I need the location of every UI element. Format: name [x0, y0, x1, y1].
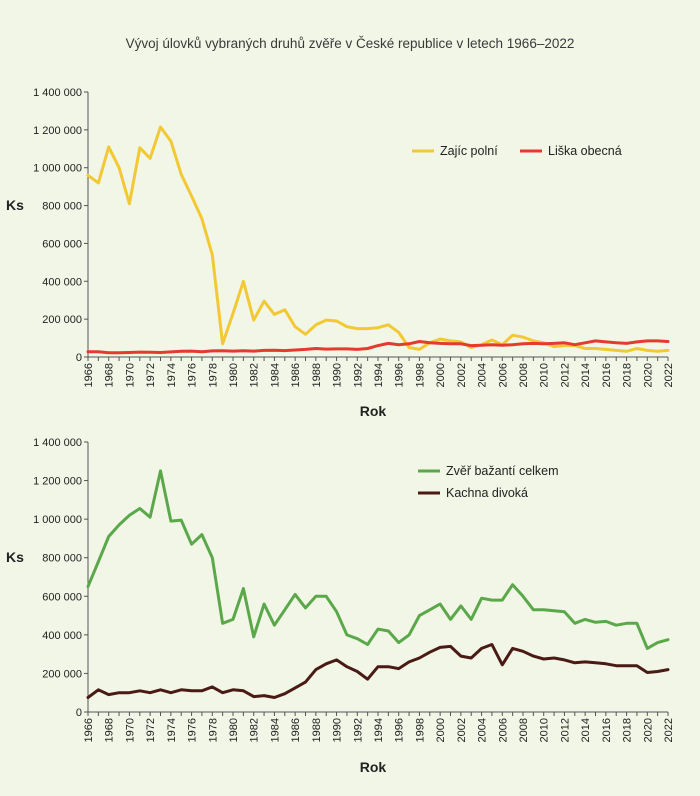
y-tick-label: 200 000 [42, 668, 82, 680]
x-tick-label: 1966 [83, 718, 95, 742]
x-tick-label: 1974 [166, 363, 178, 387]
x-tick-label: 2018 [622, 363, 634, 387]
y-tick-label: 800 000 [42, 201, 82, 213]
x-tick-label: 2008 [518, 363, 530, 387]
x-tick-label: 1984 [269, 718, 281, 742]
x-tick-label: 1974 [166, 718, 178, 742]
x-tick-label: 1970 [124, 718, 136, 742]
x-tick-label: 1972 [145, 363, 157, 387]
x-tick-label: 1966 [83, 363, 95, 387]
y-tick-label: 400 000 [42, 276, 82, 288]
x-tick-label: 2022 [663, 363, 675, 387]
x-tick-label: 2012 [559, 718, 571, 742]
x-tick-label: 2010 [539, 718, 551, 742]
x-tick-label: 1978 [207, 363, 219, 387]
x-tick-label: 1980 [228, 363, 240, 387]
x-tick-label: 1994 [373, 718, 385, 742]
x-tick-label: 1970 [124, 363, 136, 387]
y-tick-label: 400 000 [42, 630, 82, 642]
x-tick-label: 1990 [332, 363, 344, 387]
x-tick-label: 1996 [394, 363, 406, 387]
series-line-zver-bazanti-celkem [86, 469, 670, 650]
y-tick-label: 600 000 [42, 238, 82, 250]
x-tick-label: 1998 [414, 718, 426, 742]
x-tick-label: 1998 [414, 363, 426, 387]
x-tick-label: 1984 [269, 363, 281, 387]
y-tick-label: 1 400 000 [33, 87, 82, 99]
x-tick-label: 2020 [642, 718, 654, 742]
x-tick-label: 2004 [477, 718, 489, 742]
x-tick-label: 2008 [518, 718, 530, 742]
series-line-kachna-divoka [86, 643, 670, 699]
x-tick-label: 2018 [622, 718, 634, 742]
y-tick-label: 0 [76, 707, 82, 719]
x-tick-label: 1986 [290, 718, 302, 742]
x-tick-label: 1978 [207, 718, 219, 742]
y-tick-label: 0 [76, 352, 82, 364]
x-tick-label: 1968 [104, 718, 116, 742]
legend-label-zajic-polni: Zajíc polní [440, 144, 498, 158]
x-tick-label: 2010 [539, 363, 551, 387]
page-title: Vývoj úlovků vybraných druhů zvěře v Čes… [125, 36, 575, 51]
x-tick-label: 1982 [249, 363, 261, 387]
y-tick-label: 1 200 000 [33, 125, 82, 137]
x-tick-label: 2002 [456, 363, 468, 387]
legend-label-zver-bazanti-celkem: Zvěř bažantí celkem [446, 464, 559, 478]
series-line-liska-obecna [86, 339, 670, 355]
y-tick-label: 800 000 [42, 553, 82, 565]
x-tick-label: 2000 [435, 718, 447, 742]
x-tick-label: 2016 [601, 363, 613, 387]
x-tick-label: 1968 [104, 363, 116, 387]
series-line-zajic-polni [86, 125, 670, 353]
x-tick-label: 2006 [497, 363, 509, 387]
x-tick-label: 2006 [497, 718, 509, 742]
chart-0-svg: 0 200 000 400 000 600 000 800 000 1 000 000 1 … [6, 87, 675, 419]
x-tick-label: 1972 [145, 718, 157, 742]
y-axis-title: Ks [6, 197, 24, 213]
x-tick-label: 2014 [580, 718, 592, 742]
y-tick-label: 1 000 000 [33, 163, 82, 175]
x-tick-label: 1994 [373, 363, 385, 387]
y-tick-label: 600 000 [42, 591, 82, 603]
x-tick-label: 1976 [187, 718, 199, 742]
x-tick-label: 2016 [601, 718, 613, 742]
x-tick-label: 2000 [435, 363, 447, 387]
x-tick-label: 2020 [642, 363, 654, 387]
legend-label-kachna-divoka: Kachna divoká [446, 486, 528, 500]
x-tick-label: 1986 [290, 363, 302, 387]
x-tick-label: 2002 [456, 718, 468, 742]
chart-1-svg: 0 200 000 400 000 600 000 800 000 1 000 000 1 … [6, 437, 675, 775]
legend-label-liska-obecna: Liška obecná [548, 144, 622, 158]
y-tick-label: 1 400 000 [33, 437, 82, 449]
y-tick-label: 1 000 000 [33, 514, 82, 526]
x-tick-label: 1996 [394, 718, 406, 742]
x-tick-label: 1980 [228, 718, 240, 742]
x-axis-title: Rok [360, 403, 387, 419]
x-tick-label: 2012 [559, 363, 571, 387]
chart-zajic-liska: 0 200 000 400 000 600 000 800 000 1 000 000 1 … [0, 80, 700, 425]
x-tick-label: 1988 [311, 718, 323, 742]
chart-bazant-kachna: 0 200 000 400 000 600 000 800 000 1 000 000 1 … [0, 430, 700, 790]
x-tick-label: 1988 [311, 363, 323, 387]
x-tick-label: 2014 [580, 363, 592, 387]
x-tick-label: 1992 [352, 363, 364, 387]
y-tick-label: 200 000 [42, 314, 82, 326]
x-tick-label: 1990 [332, 718, 344, 742]
x-axis-title: Rok [360, 759, 387, 775]
x-tick-label: 1992 [352, 718, 364, 742]
x-tick-label: 2022 [663, 718, 675, 742]
y-tick-label: 1 200 000 [33, 476, 82, 488]
y-axis-title: Ks [6, 549, 24, 565]
x-tick-label: 1982 [249, 718, 261, 742]
x-tick-label: 1976 [187, 363, 199, 387]
x-tick-label: 2004 [477, 363, 489, 387]
